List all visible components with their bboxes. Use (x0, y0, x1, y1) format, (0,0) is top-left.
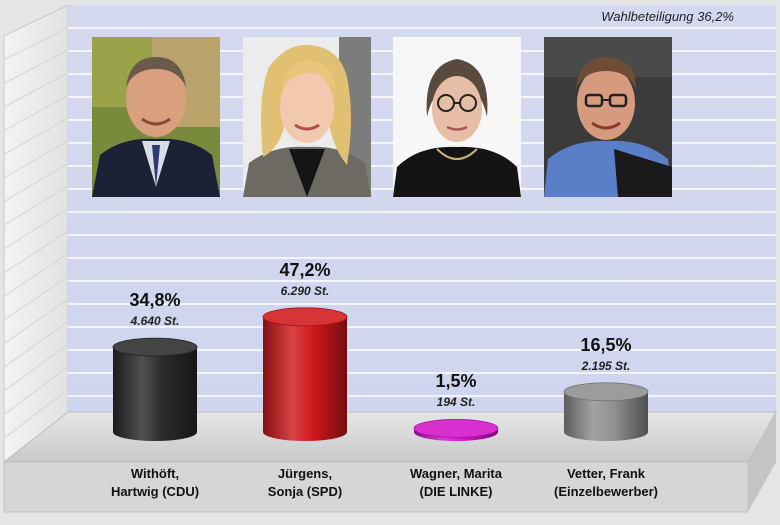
bar (262, 307, 348, 441)
candidate-name-line: Jürgens, (277, 466, 333, 481)
data-label-votes: 4.640 St. (130, 314, 180, 329)
portrait-vetter-icon (544, 37, 672, 197)
bar (563, 382, 649, 441)
candidate-name-line: Wagner, Marita (410, 466, 502, 481)
candidate-party-line: Sonja (SPD) (267, 484, 343, 499)
candidate-party-line: (Einzelbewerber) (553, 484, 659, 499)
bar-top (112, 337, 198, 357)
wall-gridline (3, 230, 69, 274)
wall-gridline (3, 208, 69, 250)
data-label-votes: 2.195 St. (581, 358, 631, 373)
wall-gridline (3, 343, 69, 392)
data-label-percent: 1,5% (435, 371, 477, 392)
bar-top (413, 418, 499, 438)
bar-body (263, 316, 347, 441)
wall-gridline (3, 27, 69, 61)
bar-top (262, 307, 348, 327)
wall-gridline (3, 388, 69, 439)
wall-gridline (3, 298, 69, 345)
side-wall (3, 4, 69, 464)
data-label-votes: 194 St. (436, 395, 476, 410)
portrait-juergens-icon (243, 37, 371, 197)
wall-gridline (3, 117, 69, 155)
bar-top (563, 382, 649, 402)
axis-label-candidate: Jürgens, Sonja (SPD) (220, 465, 390, 501)
axis-label-candidate: Vetter, Frank (Einzelbewerber) (521, 465, 691, 501)
wall-gridline (3, 275, 69, 321)
data-label-votes: 6.290 St. (280, 283, 330, 298)
bar-body (564, 391, 648, 441)
axis-label-candidate: Withöft, Hartwig (CDU) (70, 465, 240, 501)
portrait-withoeft-icon (92, 37, 220, 197)
wall-gridline (3, 95, 69, 132)
wall-gridline (3, 185, 69, 226)
candidate-party-line: (DIE LINKE) (419, 484, 493, 499)
wall-gridline (3, 366, 69, 416)
bar-body (113, 347, 197, 441)
bars-group (112, 307, 649, 441)
wall-gridline (3, 49, 69, 84)
side-wall-gridlines (3, 27, 69, 439)
wall-gridline (3, 72, 69, 108)
candidate-name-line: Withöft, (130, 466, 180, 481)
turnout-label: Wahlbeteiligung 36,2% (601, 9, 734, 24)
bar (112, 337, 198, 441)
candidate-party-line: Hartwig (CDU) (110, 484, 200, 499)
wall-gridline (3, 162, 69, 203)
wall-gridline (3, 140, 69, 179)
data-label-percent: 47,2% (279, 259, 331, 280)
bar (413, 418, 499, 441)
data-label-percent: 16,5% (580, 334, 632, 355)
floor-side (748, 412, 776, 512)
candidate-name-line: Vetter, Frank (566, 466, 646, 481)
portrait-wagner-icon (393, 37, 521, 197)
wall-gridline (3, 253, 69, 297)
axis-label-candidate: Wagner, Marita (DIE LINKE) (371, 465, 541, 501)
data-label-percent: 34,8% (129, 290, 181, 311)
wall-gridline (3, 321, 69, 368)
